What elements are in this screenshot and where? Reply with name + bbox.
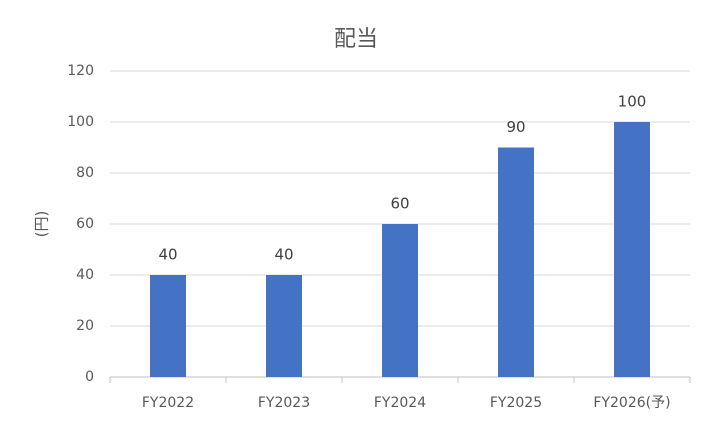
data-label: 40	[274, 246, 293, 264]
y-axis-label: (円)	[33, 211, 51, 238]
x-tick-label: FY2023	[258, 395, 310, 411]
x-tick-label: FY2026(予)	[593, 395, 670, 411]
bar	[614, 122, 650, 377]
chart-title: 配当	[334, 27, 378, 52]
x-tick-label: FY2022	[142, 395, 194, 411]
y-tick-label: 60	[76, 216, 94, 232]
y-tick-label: 0	[85, 369, 94, 385]
data-label: 40	[158, 246, 177, 264]
y-tick-label: 80	[76, 165, 94, 181]
bar	[498, 147, 534, 377]
data-label: 100	[618, 93, 647, 111]
y-tick-label: 120	[67, 63, 94, 79]
y-tick-label: 100	[67, 114, 94, 130]
bar	[266, 275, 302, 377]
bar	[382, 224, 418, 377]
y-tick-label: 40	[76, 267, 94, 283]
data-label: 90	[506, 118, 525, 136]
y-tick-label: 20	[76, 318, 94, 334]
x-tick-label: FY2024	[374, 395, 426, 411]
bar	[150, 275, 186, 377]
data-label: 60	[390, 195, 409, 213]
x-tick-label: FY2025	[490, 395, 542, 411]
